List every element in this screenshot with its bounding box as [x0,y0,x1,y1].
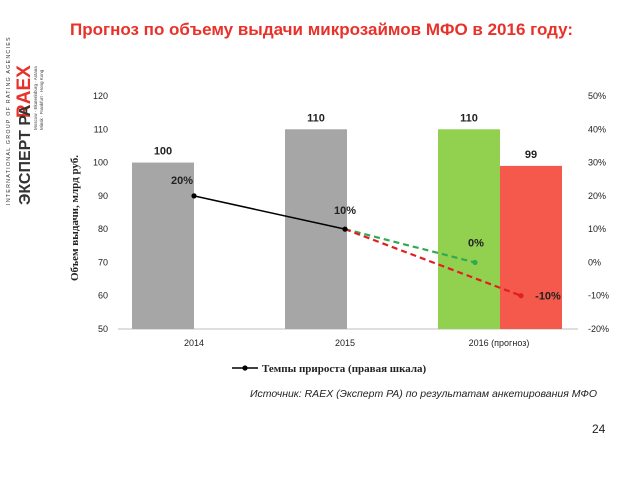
forecast-line-red [344,228,522,297]
legend-label: Темпы прироста (правая шкала) [262,363,427,375]
growth-label: 20% [171,175,193,187]
forecast-label-green: 0% [468,237,484,249]
bar-data-label: 100 [154,146,172,158]
bar-2016-green [438,129,500,329]
legend-marker-swatch [242,365,248,371]
growth-line [193,195,346,230]
growth-marker [342,226,348,232]
bar-data-label: 99 [525,149,537,161]
y-tick-label: 90 [98,191,108,201]
slide-title: Прогноз по объему выдачи микрозаймов МФО… [70,20,574,39]
y-tick-label: 60 [98,291,108,301]
y2-tick-label: 30% [588,158,606,168]
y-axis-title: Объем выдачи, млрд руб. [69,155,81,281]
y2-tick-label: 20% [588,191,606,201]
bar-2015-gray [285,129,347,329]
page-number: 24 [592,422,606,436]
y-tick-label: 100 [93,158,108,168]
growth-marker [191,193,197,199]
raex-logo: INTERNATIONAL GROUP OF RATING AGENCIES R… [6,10,44,205]
x-tick-label: 2015 [335,338,355,348]
logo-cities-2: Minsk · Frankfurt · Hong Kong [39,69,44,130]
x-tick-label: 2014 [184,338,204,348]
forecast-label-red: -10% [535,291,561,303]
y-tick-label: 80 [98,224,108,234]
source-note: Источник: RAEX (Эксперт РА) по результат… [250,388,598,400]
y2-tick-label: 40% [588,124,606,134]
y-tick-label: 120 [93,91,108,101]
y2-tick-label: 0% [588,257,601,267]
growth-label: 10% [334,205,356,217]
forecast-marker-red [518,293,524,299]
bar-2016-red [500,165,562,329]
logo-agencies-text: INTERNATIONAL GROUP OF RATING AGENCIES [6,36,12,205]
x-tick-label: 2016 (прогноз) [469,338,530,348]
logo-cities-1: Moscow · Ekaterinburg · Astana [33,66,38,130]
y2-tick-label: -10% [588,291,609,301]
y2-tick-label: 10% [588,224,606,234]
y2-tick-label: -20% [588,324,609,334]
bar-data-label: 110 [460,112,478,124]
bar-data-label: 110 [307,112,325,124]
logo-raex-text: RAEX [14,65,35,118]
y-tick-label: 50 [98,324,108,334]
forecast-line-green [344,228,476,264]
logo-expert-text: ЭКСПЕРТ РА [17,104,34,205]
bar-2014-gray [132,162,194,329]
forecast-marker-green [472,259,478,266]
y-tick-label: 70 [98,257,108,267]
y2-tick-label: 50% [588,91,606,101]
y-tick-label: 110 [94,124,108,134]
